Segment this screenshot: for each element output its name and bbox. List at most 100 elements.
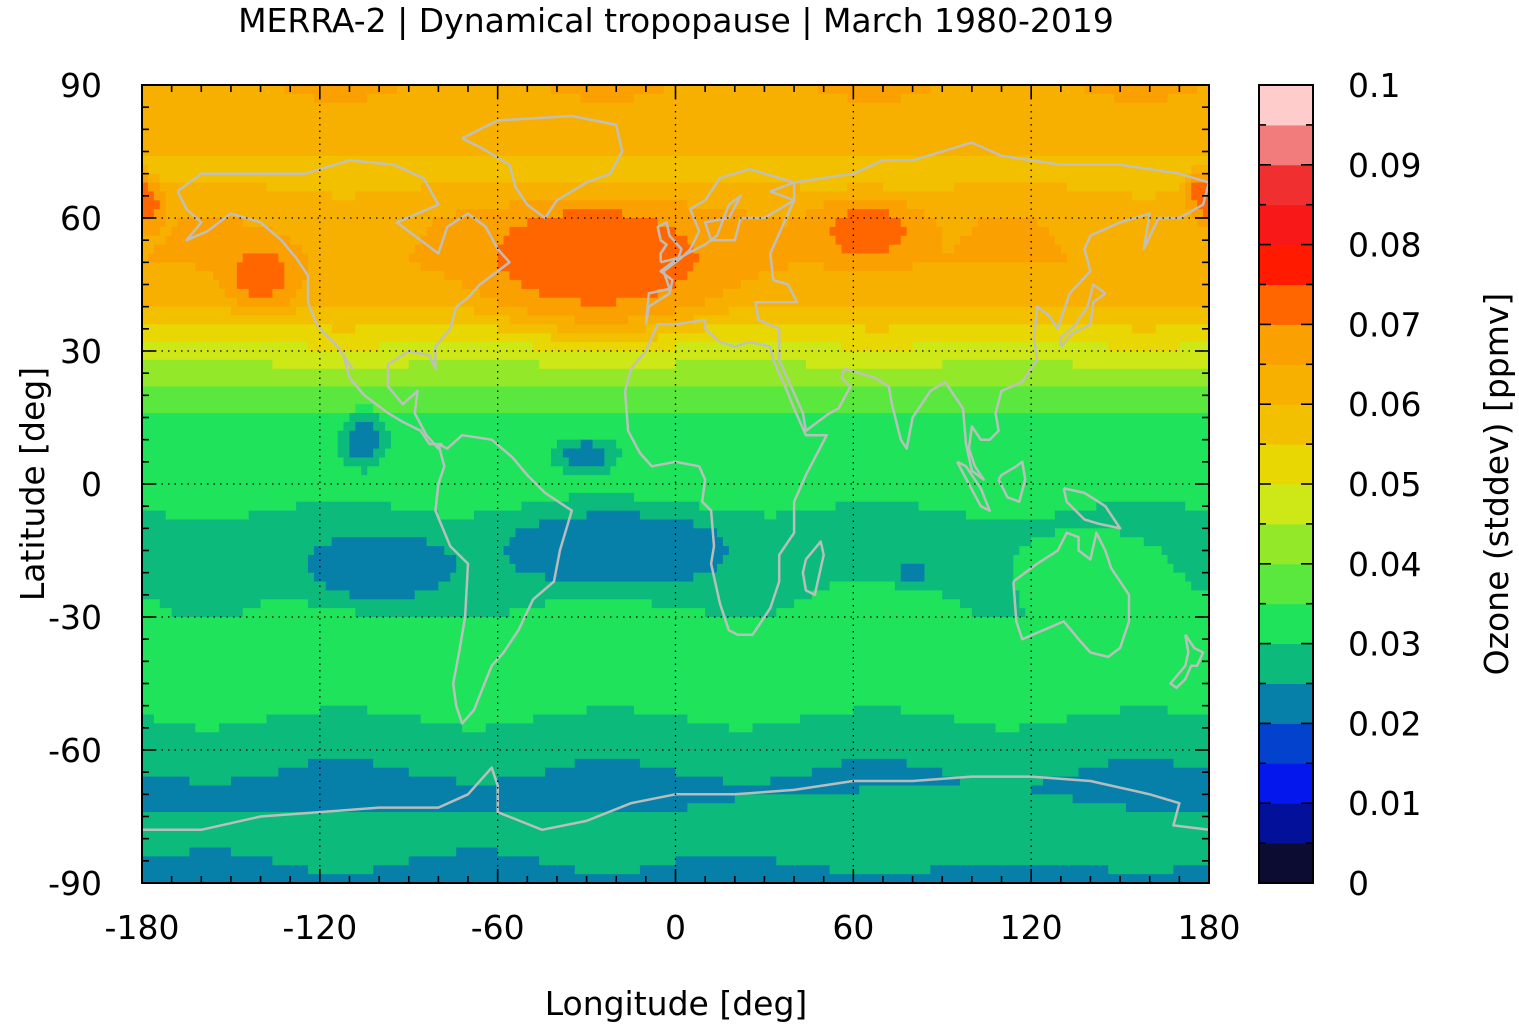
heatmap-cell bbox=[616, 457, 1209, 467]
heatmap-cell bbox=[307, 865, 374, 875]
heatmap-cell bbox=[1120, 528, 1209, 538]
heatmap-cell bbox=[355, 404, 374, 414]
heatmap-cell bbox=[319, 705, 368, 716]
heatmap-cell bbox=[622, 209, 748, 219]
heatmap-cell bbox=[142, 93, 315, 104]
heatmap-cell bbox=[788, 218, 837, 228]
heatmap-cell bbox=[568, 457, 605, 467]
heatmap-cell bbox=[331, 537, 428, 547]
heatmap-cell bbox=[142, 439, 339, 450]
heatmap-cell bbox=[153, 714, 268, 724]
heatmap-cell bbox=[497, 776, 724, 787]
heatmap-cell bbox=[805, 209, 848, 219]
heatmap-cell bbox=[142, 147, 1209, 157]
heatmap-cell bbox=[965, 510, 1056, 521]
heatmap-cell bbox=[1155, 191, 1186, 201]
heatmap-cell bbox=[912, 342, 1109, 352]
heatmap-cell bbox=[954, 714, 1068, 724]
heatmap-cell bbox=[307, 554, 457, 565]
heatmap-cell bbox=[142, 297, 238, 308]
heatmap-cell bbox=[1013, 581, 1192, 591]
coastline-japan bbox=[1059, 283, 1107, 348]
y-axis-label: Latitude [deg] bbox=[13, 367, 52, 601]
heatmap-cell bbox=[142, 554, 309, 565]
heatmap-cell bbox=[906, 758, 1109, 769]
heatmap-cell bbox=[313, 572, 451, 583]
heatmap-cell bbox=[313, 546, 445, 556]
heatmap-cell bbox=[1185, 572, 1209, 583]
heatmap-cell bbox=[236, 297, 291, 308]
heatmap-cell bbox=[515, 563, 718, 574]
heatmap-cell bbox=[373, 404, 1209, 414]
heatmap-cell bbox=[142, 182, 149, 192]
heatmap-cell bbox=[142, 333, 552, 343]
heatmap-cell bbox=[574, 315, 629, 325]
heatmap-cell bbox=[408, 767, 546, 778]
heatmap-cell bbox=[1054, 510, 1209, 521]
heatmap-cell bbox=[509, 315, 576, 325]
heatmap-cell bbox=[153, 191, 167, 201]
heatmap-cell bbox=[675, 359, 807, 370]
heatmap-cell bbox=[776, 510, 967, 521]
heatmap-cell bbox=[1019, 723, 1209, 733]
y-tick-label: 60 bbox=[60, 199, 102, 238]
heatmap-cell bbox=[142, 235, 167, 246]
heatmap-cell bbox=[379, 413, 1209, 423]
heatmap-cell bbox=[313, 93, 368, 104]
heatmap-cell bbox=[159, 173, 1186, 184]
heatmap-cell bbox=[1096, 501, 1186, 512]
heatmap-cell bbox=[473, 510, 588, 521]
heatmap-cell bbox=[337, 439, 351, 450]
heatmap-cell bbox=[142, 590, 351, 600]
heatmap-cell bbox=[1185, 182, 1192, 192]
heatmap-cell bbox=[722, 288, 1209, 299]
heatmap-cell bbox=[456, 847, 499, 857]
heatmap-cell bbox=[971, 226, 1050, 237]
heatmap-cell bbox=[426, 537, 511, 547]
heatmap-cell bbox=[373, 448, 386, 458]
heatmap-cell bbox=[1173, 865, 1209, 875]
heatmap-cell bbox=[675, 856, 777, 866]
heatmap-cell bbox=[497, 324, 558, 334]
heatmap-cell bbox=[1066, 714, 1209, 724]
heatmap-cell bbox=[379, 430, 392, 441]
heatmap-cell bbox=[142, 244, 155, 255]
heatmap-cell bbox=[509, 608, 706, 618]
heatmap-cell bbox=[693, 519, 1209, 529]
coastline-british-isles bbox=[656, 221, 683, 264]
heatmap-cell bbox=[906, 200, 1186, 210]
heatmap-cell bbox=[456, 776, 499, 787]
coastline-greenland bbox=[461, 114, 624, 220]
heatmap-cell bbox=[841, 342, 914, 352]
heatmap-cell bbox=[142, 501, 297, 512]
heatmap-cell bbox=[942, 359, 1074, 370]
heatmap-cell bbox=[142, 288, 226, 299]
heatmap-cell bbox=[219, 280, 238, 290]
heatmap-cell bbox=[906, 226, 943, 237]
heatmap-cell bbox=[171, 226, 274, 237]
heatmap-cell bbox=[142, 306, 232, 317]
heatmap-cell bbox=[1131, 191, 1157, 201]
heatmap-cell bbox=[379, 457, 552, 467]
heatmap-cell bbox=[776, 608, 973, 618]
heatmap-cell bbox=[142, 510, 167, 521]
heatmap-cell bbox=[924, 563, 1014, 574]
heatmap-cell bbox=[153, 209, 167, 219]
heatmap-cell bbox=[616, 297, 706, 308]
heatmap-cell bbox=[284, 85, 398, 95]
heatmap-cell bbox=[651, 599, 795, 609]
heatmap-cell bbox=[1167, 705, 1209, 716]
heatmap-cell bbox=[628, 315, 694, 325]
heatmap-cell bbox=[1191, 581, 1209, 591]
heatmap-cell bbox=[142, 634, 1209, 645]
heatmap-cell bbox=[657, 218, 783, 228]
heatmap-cell bbox=[307, 253, 410, 263]
heatmap-cell bbox=[462, 280, 522, 290]
heatmap-cell bbox=[960, 599, 1020, 609]
heatmap-cell bbox=[248, 288, 274, 299]
heatmap-cell bbox=[888, 324, 1133, 334]
heatmap-cell bbox=[1191, 191, 1209, 201]
heatmap-cell bbox=[562, 466, 611, 476]
heatmap-cell bbox=[444, 546, 505, 556]
colorbar-swatch bbox=[1259, 683, 1313, 724]
